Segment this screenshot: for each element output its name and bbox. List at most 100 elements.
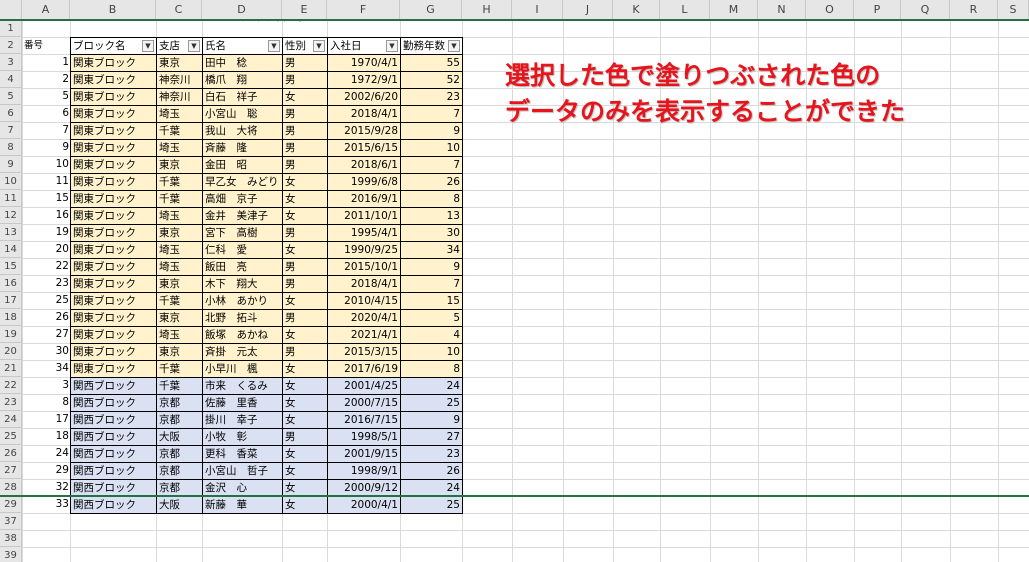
- table-cell: 1972/9/1: [327, 71, 401, 89]
- row-header[interactable]: 17: [0, 292, 22, 309]
- table-cell: 20: [55, 243, 69, 255]
- row-header[interactable]: 13: [0, 224, 22, 241]
- table-cell: 神奈川: [156, 88, 203, 106]
- table-cell: 女: [282, 411, 328, 429]
- table-cell: 13: [400, 207, 463, 225]
- row-header[interactable]: 26: [0, 445, 22, 462]
- row-header[interactable]: 12: [0, 207, 22, 224]
- row-header[interactable]: 25: [0, 428, 22, 445]
- row-header[interactable]: 15: [0, 258, 22, 275]
- table-cell: 飯塚 あかね: [202, 326, 283, 344]
- table-cell: 女: [282, 394, 328, 412]
- table-cell: 5: [400, 309, 463, 327]
- table-cell: 2015/3/15: [327, 343, 401, 361]
- column-header[interactable]: M: [710, 0, 758, 20]
- table-cell: 関東ブロック: [70, 207, 157, 225]
- column-header[interactable]: P: [854, 0, 901, 20]
- table-cell: 34: [400, 241, 463, 259]
- column-header[interactable]: O: [806, 0, 854, 20]
- row-header[interactable]: 18: [0, 309, 22, 326]
- table-cell: 2021/4/1: [327, 326, 401, 344]
- table-cell: 関東ブロック: [70, 139, 157, 157]
- table-cell: 34: [55, 362, 69, 374]
- table-cell: 男: [282, 224, 328, 242]
- column-header[interactable]: I: [512, 0, 563, 20]
- column-header[interactable]: K: [613, 0, 660, 20]
- table-cell: 関東ブロック: [70, 360, 157, 378]
- row-header[interactable]: 28: [0, 479, 22, 496]
- table-cell: 1990/9/25: [327, 241, 401, 259]
- table-cell: 男: [282, 105, 328, 123]
- grid-line: [854, 20, 855, 562]
- row-header[interactable]: 21: [0, 360, 22, 377]
- table-cell: 3: [62, 379, 69, 391]
- column-header[interactable]: B: [70, 0, 156, 20]
- column-header[interactable]: E: [282, 0, 327, 20]
- table-cell: 小早川 楓: [202, 360, 283, 378]
- row-header[interactable]: 27: [0, 462, 22, 479]
- row-header[interactable]: 4: [0, 71, 22, 88]
- row-header[interactable]: 2: [0, 37, 22, 54]
- column-header[interactable]: S: [998, 0, 1029, 20]
- column-header[interactable]: R: [950, 0, 998, 20]
- column-header[interactable]: N: [758, 0, 806, 20]
- row-header[interactable]: 16: [0, 275, 22, 292]
- grid-line: [950, 20, 951, 562]
- table-cell: 仁科 愛: [202, 241, 283, 259]
- row-header[interactable]: 1: [0, 20, 22, 37]
- table-cell: 30: [400, 224, 463, 242]
- grid-line: [22, 54, 1029, 55]
- table-header: 番号: [24, 40, 44, 51]
- column-header[interactable]: D: [202, 0, 282, 20]
- filter-button[interactable]: ▼: [268, 40, 280, 52]
- row-header[interactable]: 14: [0, 241, 22, 258]
- filter-button[interactable]: ▼: [386, 40, 398, 52]
- table-cell: 市来 くるみ: [202, 377, 283, 395]
- row-header[interactable]: 5: [0, 88, 22, 105]
- filter-button[interactable]: ▼: [142, 40, 154, 52]
- filter-button[interactable]: ▼: [313, 40, 325, 52]
- column-header[interactable]: A: [22, 0, 70, 20]
- column-header[interactable]: Q: [901, 0, 950, 20]
- row-header[interactable]: 39: [0, 547, 22, 562]
- filter-button[interactable]: ▼: [448, 40, 460, 52]
- table-cell: 19: [55, 226, 69, 238]
- column-header[interactable]: G: [400, 0, 462, 20]
- row-header[interactable]: 10: [0, 173, 22, 190]
- row-header[interactable]: 23: [0, 394, 22, 411]
- row-header[interactable]: 20: [0, 343, 22, 360]
- column-header[interactable]: H: [462, 0, 512, 20]
- column-header[interactable]: C: [156, 0, 202, 20]
- table-cell: 我山 大将: [202, 122, 283, 140]
- grid-line: [22, 445, 1029, 446]
- table-cell: 2017/6/19: [327, 360, 401, 378]
- row-header[interactable]: 11: [0, 190, 22, 207]
- table-cell: 東京: [156, 275, 203, 293]
- grid-line: [22, 326, 1029, 327]
- row-header[interactable]: 22: [0, 377, 22, 394]
- grid-line: [22, 258, 1029, 259]
- column-header[interactable]: L: [660, 0, 710, 20]
- filter-button[interactable]: ▼: [188, 40, 200, 52]
- row-header[interactable]: 7: [0, 122, 22, 139]
- row-header[interactable]: 9: [0, 156, 22, 173]
- column-header[interactable]: J: [563, 0, 613, 20]
- row-header[interactable]: 38: [0, 530, 22, 547]
- row-header[interactable]: 37: [0, 513, 22, 530]
- row-header[interactable]: 19: [0, 326, 22, 343]
- table-cell: 男: [282, 343, 328, 361]
- row-header[interactable]: 3: [0, 54, 22, 71]
- table-cell: 埼玉: [156, 258, 203, 276]
- table-cell: 27: [55, 328, 69, 340]
- row-header[interactable]: 24: [0, 411, 22, 428]
- row-header[interactable]: 8: [0, 139, 22, 156]
- table-cell: 京都: [156, 394, 203, 412]
- table-cell: 関西ブロック: [70, 462, 157, 480]
- column-header[interactable]: F: [327, 0, 400, 20]
- row-header[interactable]: 6: [0, 105, 22, 122]
- row-header[interactable]: 29: [0, 496, 22, 513]
- table-cell: 2015/6/15: [327, 139, 401, 157]
- table-header: ブロック名: [70, 37, 157, 55]
- table-cell: 関東ブロック: [70, 105, 157, 123]
- grid-line: [998, 20, 999, 562]
